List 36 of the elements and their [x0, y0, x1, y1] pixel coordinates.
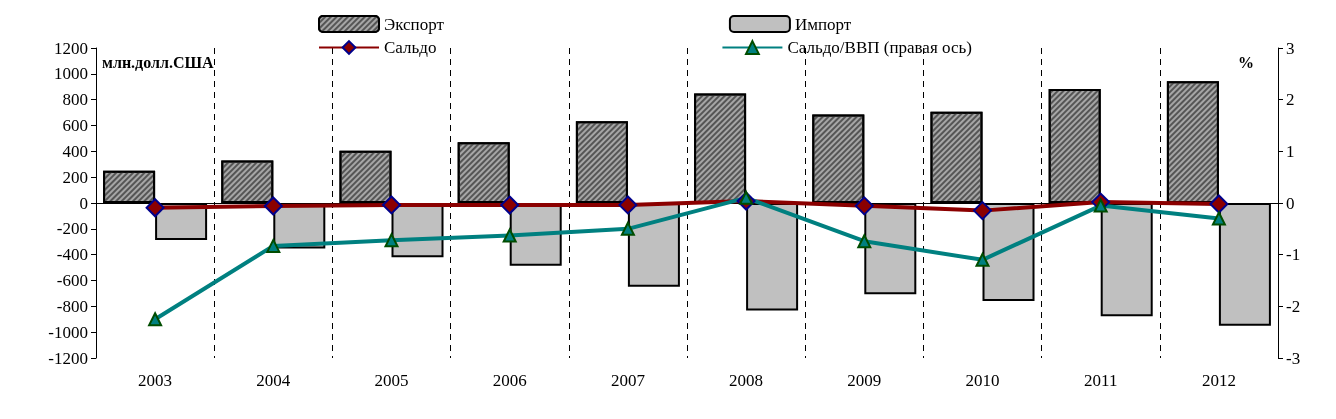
x-tick-label: 2011 — [1084, 371, 1118, 390]
x-tick-label: 2009 — [847, 371, 882, 390]
y2-tick-label: 0 — [1286, 193, 1295, 213]
x-tick-label: 2012 — [1201, 371, 1236, 390]
y-tick-label: 1000 — [54, 64, 88, 84]
y-tick-label: 1200 — [54, 38, 88, 58]
x-tick-label: 2008 — [729, 371, 764, 390]
y-tick-label: 400 — [62, 141, 88, 161]
legend-label: Экспорт — [384, 14, 445, 34]
y-tick-label: 600 — [62, 116, 88, 135]
x-tick-label: 2006 — [492, 371, 527, 390]
y2-axis-title: % — [1238, 53, 1254, 71]
y-tick-label: 800 — [62, 90, 88, 110]
y-axis-title: млн.долл.США — [102, 53, 215, 71]
x-tick-label: 2005 — [374, 371, 409, 390]
legend-label: Импорт — [794, 14, 852, 34]
y-tick-label: 0 — [79, 193, 88, 213]
y2-tick-label: 3 — [1286, 38, 1295, 58]
y-tick-label: -1200 — [48, 348, 88, 368]
x-tick-label: 2003 — [138, 371, 173, 390]
y-tick-label: -400 — [56, 245, 88, 265]
x-tick-label: 2010 — [965, 371, 1000, 390]
y-tick-label: -1000 — [48, 322, 88, 342]
y2-tick-label: -2 — [1286, 296, 1301, 316]
y2-tick-label: -3 — [1286, 348, 1301, 368]
y-tick-label: -800 — [56, 296, 88, 316]
x-tick-label: 2004 — [256, 371, 291, 390]
y2-tick-label: 2 — [1286, 90, 1295, 110]
y-tick-label: -200 — [56, 219, 88, 239]
legend-label: Сальдо — [384, 38, 437, 57]
y2-tick-label: -1 — [1286, 245, 1301, 265]
legend-label: Сальдо/ВВП (правая ось) — [787, 38, 972, 57]
x-tick-label: 2007 — [610, 371, 646, 390]
y2-tick-label: 1 — [1286, 141, 1295, 161]
y-tick-label: -600 — [56, 271, 88, 290]
y-tick-label: 200 — [62, 167, 88, 187]
